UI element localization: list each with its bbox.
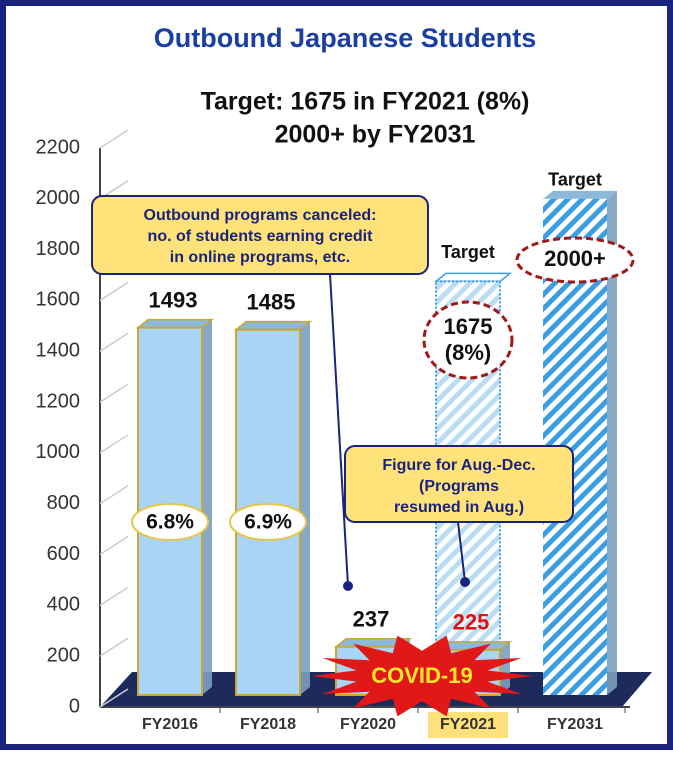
callout-pointer xyxy=(329,273,349,587)
bar-side xyxy=(607,190,617,695)
subtitle: 2000+ by FY2031 xyxy=(275,121,476,149)
callout-dot xyxy=(343,581,353,591)
annotation: resumed in Aug.) xyxy=(394,499,524,516)
y-tick-label: 600 xyxy=(47,543,80,565)
value-label: 2000+ xyxy=(544,246,606,271)
bar-side xyxy=(300,321,310,695)
annotation: COVID-19 xyxy=(371,663,472,688)
category-highlight xyxy=(428,712,508,738)
annotation: no. of students earning credit xyxy=(148,228,374,245)
tick-line xyxy=(99,586,129,606)
bar-side xyxy=(202,319,212,695)
tick-line xyxy=(99,535,129,556)
annotation: Figure for Aug.-Dec. xyxy=(382,457,535,474)
tick-line xyxy=(99,485,129,505)
tick-line xyxy=(99,129,129,149)
annotation: in online programs, etc. xyxy=(170,249,350,266)
series-name: Target xyxy=(441,242,495,262)
callout-pointer xyxy=(457,521,466,583)
value-label: 1485 xyxy=(247,289,296,314)
x-tick-label: FY2020 xyxy=(340,716,396,733)
tick-line xyxy=(99,332,129,352)
burst xyxy=(311,635,533,717)
y-tick-label: 2000 xyxy=(36,187,81,209)
tick-line xyxy=(99,383,129,403)
y-tick-label: 400 xyxy=(47,594,80,616)
bar-top xyxy=(135,318,215,329)
subtitle: Target: 1675 in FY2021 (8%) xyxy=(201,88,530,116)
x-tick-label: FY2016 xyxy=(142,716,198,733)
y-tick-label: 800 xyxy=(47,492,80,514)
callout-dot xyxy=(460,577,470,587)
value-label: 237 xyxy=(353,607,390,632)
tick-line xyxy=(99,637,129,657)
rate-ring xyxy=(131,503,209,541)
label-ring xyxy=(515,236,635,284)
callout-box xyxy=(344,445,574,523)
bar-side xyxy=(500,641,510,695)
series-name: Target xyxy=(548,170,602,190)
rate-label: 6.9% xyxy=(244,511,292,534)
callout-box xyxy=(91,195,429,275)
bar-top xyxy=(233,320,313,331)
annotation: Outbound programs canceled: xyxy=(144,207,377,224)
y-tick-label: 1200 xyxy=(36,390,81,412)
tick-line xyxy=(99,281,129,302)
rate-ring xyxy=(229,503,307,541)
y-tick-label: 1600 xyxy=(36,289,81,311)
y-tick-label: 1800 xyxy=(36,238,81,260)
y-tick-label: 200 xyxy=(47,644,80,666)
x-tick-label: FY2018 xyxy=(240,716,296,733)
y-tick-label: 1400 xyxy=(36,340,81,362)
bar-top xyxy=(543,190,617,199)
value-label: 1493 xyxy=(149,287,198,312)
y-tick-label: 0 xyxy=(69,695,80,717)
annotation: (Programs xyxy=(419,478,499,495)
y-tick-label: 2200 xyxy=(36,136,81,158)
x-tick-label: FY2031 xyxy=(547,716,603,733)
x-tick-label: FY2021 xyxy=(440,716,496,733)
label-ring xyxy=(422,300,514,380)
value-label: 1675 (8%) xyxy=(444,314,493,365)
tick-line xyxy=(99,434,129,454)
chart-title: Outbound Japanese Students xyxy=(154,23,537,53)
value-label: 225 xyxy=(453,610,490,635)
tick-line xyxy=(99,688,129,708)
rate-label: 6.8% xyxy=(146,511,194,534)
y-tick-label: 1000 xyxy=(36,441,81,463)
